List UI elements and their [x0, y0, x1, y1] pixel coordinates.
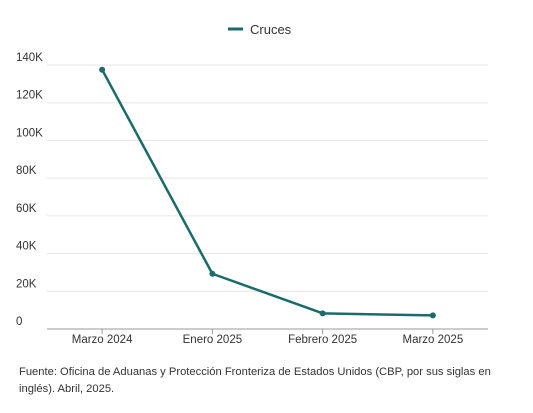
- x-tick-label: Febrero 2025: [288, 334, 357, 346]
- line-chart: 0 20K 40K 60K 80K 100K 120K 140K Marzo 2024 Ener…: [16, 22, 488, 346]
- y-axis-ticks: 0 20K 40K 60K 80K 100K 120K 140K: [16, 52, 43, 328]
- y-tick-label: 140K: [16, 52, 43, 64]
- x-tick-label: Enero 2025: [183, 334, 242, 346]
- data-point[interactable]: [429, 312, 436, 319]
- y-tick-label: 100K: [16, 127, 43, 139]
- x-tick-label: Marzo 2024: [72, 334, 133, 346]
- data-point[interactable]: [319, 310, 326, 317]
- y-tick-label: 20K: [16, 278, 37, 290]
- x-tick-label: Marzo 2025: [403, 334, 464, 346]
- y-tick-label: 40K: [16, 241, 37, 253]
- y-tick-label: 80K: [16, 165, 37, 177]
- grid-lines: [47, 64, 488, 292]
- series-line-cruces: [100, 68, 435, 317]
- y-tick-label: 120K: [16, 90, 43, 102]
- y-tick-label: 0: [16, 316, 22, 328]
- legend[interactable]: Cruces: [228, 22, 292, 37]
- source-note: Fuente: Oficina de Aduanas y Protección …: [19, 366, 491, 395]
- x-axis-ticks: Marzo 2024 Enero 2025 Febrero 2025 Marzo 20…: [72, 329, 463, 346]
- legend-label-cruces: Cruces: [250, 22, 292, 37]
- data-point[interactable]: [209, 270, 216, 277]
- y-tick-label: 60K: [16, 203, 37, 215]
- series-layer: [99, 66, 436, 319]
- data-point[interactable]: [99, 66, 106, 73]
